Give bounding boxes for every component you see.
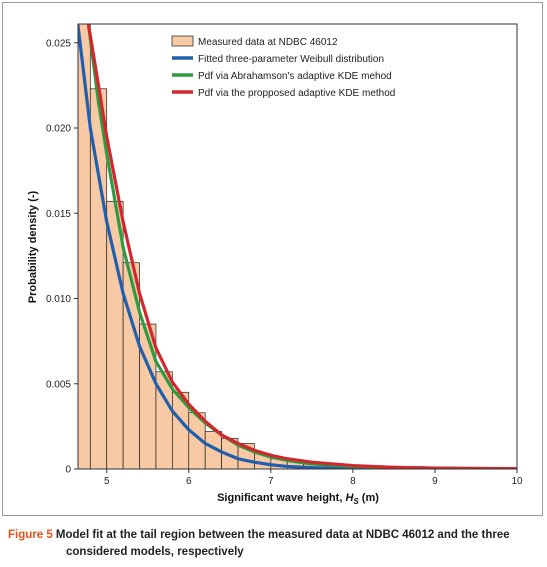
x-axis-title-symbol: H [345, 492, 354, 504]
y-tick-label: 0.005 [46, 379, 71, 390]
x-tick-label: 6 [186, 476, 192, 487]
y-tick-label: 0.015 [46, 209, 71, 220]
legend: Measured data at NDBC 46012 Fitted three… [171, 35, 395, 99]
x-tick-label: 7 [268, 476, 274, 487]
x-axis-title-main: Significant wave height, [217, 492, 345, 504]
x-tick-label: 8 [350, 476, 356, 487]
y-tick-label: 0.020 [46, 124, 71, 135]
x-axis-title: Significant wave height, HS (m) [217, 492, 379, 506]
x-tick-label: 10 [511, 476, 523, 487]
histogram-bar [122, 262, 140, 469]
legend-label-abrahamson: Pdf via Abrahamson's adaptive KDE mehod [198, 71, 392, 82]
caption-line-1: Model fit at the tail region between the… [52, 529, 510, 541]
x-axis-title-unit: (m) [359, 492, 380, 504]
x-axis-title-subscript: S [353, 497, 359, 506]
y-tick-label: 0.010 [46, 294, 71, 305]
legend-label-proposed: Pdf via the propposed adaptive KDE metho… [198, 88, 395, 99]
y-tick-label: 0 [65, 465, 71, 476]
figure-caption: Figure 5 Model fit at the tail region be… [8, 527, 540, 561]
legend-label-histogram: Measured data at NDBC 46012 [198, 37, 338, 48]
plot-area-frame [77, 23, 518, 470]
y-axis-title: Probability density (-) [27, 190, 39, 303]
x-tick-label: 9 [432, 476, 438, 487]
x-tick-label: 5 [104, 476, 110, 487]
histogram-bars [78, 24, 517, 469]
legend-label-weibull: Fitted three-parameter Weibull distribut… [198, 54, 384, 65]
axes: 5 6 7 8 9 10 0 0.005 0.010 0.015 0.020 0.025 [46, 38, 523, 487]
chart: 5 6 7 8 9 10 0 0.005 0.010 0.015 0.020 0.025 Measur… [27, 23, 523, 506]
y-tick-label: 0.025 [46, 38, 71, 49]
series-line-2 [87, 24, 517, 469]
caption-label: Figure 5 [8, 529, 53, 541]
legend-swatch-histogram [171, 35, 194, 47]
histogram-bar [78, 24, 91, 469]
caption-line-2: considered models, respectively [66, 546, 244, 558]
histogram-bar [139, 323, 157, 469]
